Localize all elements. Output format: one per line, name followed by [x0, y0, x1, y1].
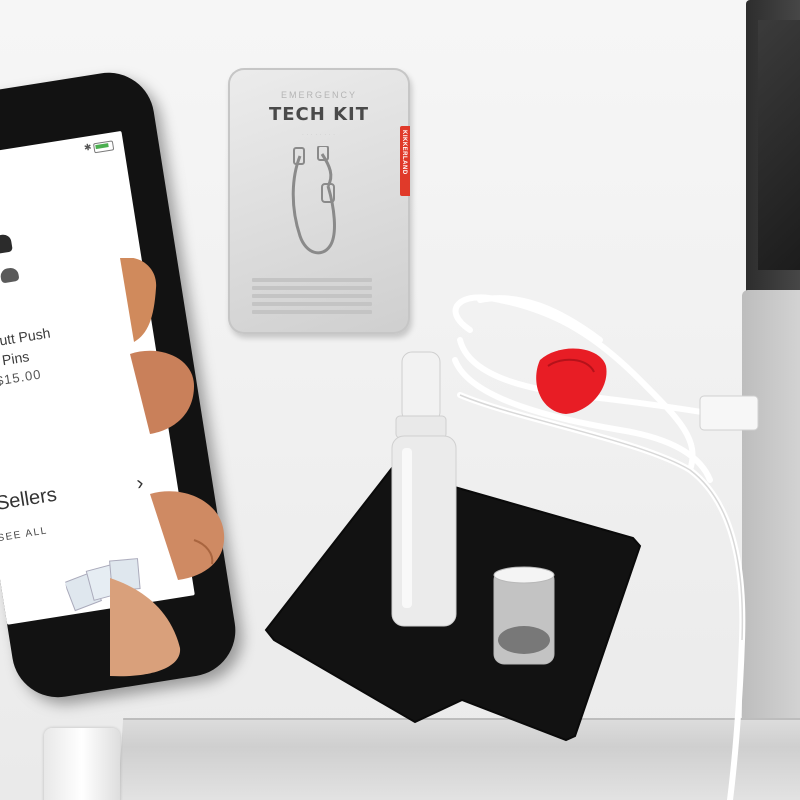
tin-contents-list — [252, 278, 372, 318]
tin-tagline: · · · · · · · · — [302, 132, 336, 137]
red-cable-tie — [536, 348, 607, 414]
tin-subtitle: EMERGENCY — [280, 90, 357, 100]
tin-brand-strip: KIKKERLAND — [400, 126, 410, 196]
product-image-cat-pins — [0, 220, 67, 316]
usb-plug-end — [699, 395, 759, 431]
see-all-link[interactable]: SEE ALL — [0, 525, 49, 545]
laptop-base — [742, 290, 800, 790]
bottle-cap — [493, 566, 555, 665]
tin-title: TECH KIT — [268, 104, 370, 125]
product-name-text: at Butt Push Pins — [0, 324, 52, 369]
spray-bottle — [391, 351, 457, 627]
hand — [110, 258, 225, 677]
section-title: Sellers — [0, 483, 59, 515]
tech-kit-tin: EMERGENCY TECH KIT · · · · · · · · KIKKE… — [228, 68, 410, 334]
usb-cable-shade — [459, 394, 744, 641]
tin-brand-label: KIKKERLAND — [401, 130, 407, 175]
battery-icon — [92, 140, 115, 154]
laptop-screen — [758, 20, 800, 270]
product-thumbnail — [63, 558, 141, 612]
bluetooth-icon: ✱ — [83, 141, 93, 153]
phone-screen: ✱ › at Butt Push Pins $15.00 Sellers › S… — [0, 130, 195, 625]
smartphone: ✱ › at Butt Push Pins $15.00 Sellers › S… — [0, 66, 242, 704]
lightning-connector — [44, 728, 120, 800]
cable-illustration — [291, 146, 336, 255]
